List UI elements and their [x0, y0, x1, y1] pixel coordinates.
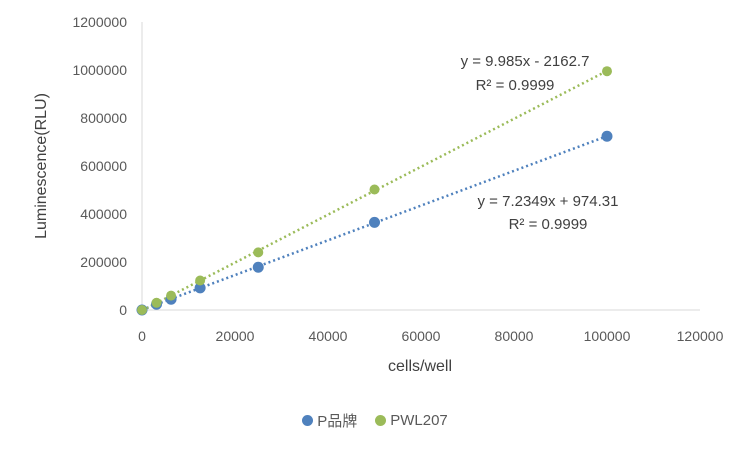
- x-tick-label: 60000: [402, 328, 441, 344]
- data-point-p-brand: [601, 130, 613, 142]
- legend-label-p-brand: P品牌: [317, 413, 358, 430]
- legend-item-p-brand[interactable]: P品牌: [302, 410, 357, 431]
- x-tick-label: 20000: [216, 328, 255, 344]
- x-tick-label: 100000: [584, 328, 631, 344]
- trendline-r2-pwl207: R² = 0.9999: [476, 77, 555, 94]
- data-point-p-brand: [252, 261, 264, 273]
- y-tick-label: 800000: [80, 110, 127, 126]
- x-tick-label: 120000: [677, 328, 724, 344]
- data-point-p-brand: [194, 282, 206, 294]
- data-point-pwl207: [137, 305, 147, 315]
- y-tick-label: 1000000: [72, 62, 127, 78]
- data-point-pwl207: [369, 184, 380, 195]
- data-point-pwl207: [253, 247, 264, 258]
- legend-item-pwl207[interactable]: PWL207: [375, 410, 448, 431]
- x-axis-title: cells/well: [388, 358, 452, 375]
- y-tick-label: 400000: [80, 206, 127, 222]
- trendline-equation-pwl207: y = 9.985x - 2162.7: [461, 53, 590, 70]
- y-tick-label: 200000: [80, 254, 127, 270]
- x-tick-label: 40000: [309, 328, 348, 344]
- legend-label-pwl207: PWL207: [390, 412, 448, 429]
- y-axis-title: Luminescence(RLU): [33, 93, 50, 239]
- y-tick-label: 1200000: [72, 14, 127, 30]
- data-point-pwl207: [195, 275, 206, 286]
- data-point-pwl207: [166, 290, 177, 301]
- data-points: [136, 66, 613, 316]
- data-point-p-brand: [369, 216, 380, 228]
- x-tick-label: 80000: [495, 328, 534, 344]
- legend-marker-p-brand: [302, 415, 314, 426]
- y-tick-label: 0: [119, 302, 127, 318]
- legend: P品牌 PWL207: [0, 410, 750, 431]
- legend-marker-pwl207: [375, 415, 387, 426]
- y-tick-labels: 0 200000 400000 600000 800000 1000000 1200000: [72, 14, 127, 318]
- trendline-r2-p-brand: R² = 0.9999: [509, 216, 588, 233]
- data-point-pwl207: [151, 297, 162, 308]
- trendline-equation-p-brand: y = 7.2349x + 974.31: [478, 193, 619, 210]
- data-point-pwl207: [602, 66, 612, 77]
- x-tick-labels: 0 20000 40000 60000 80000 100000 120000: [138, 328, 723, 344]
- x-tick-label: 0: [138, 328, 146, 344]
- y-tick-label: 600000: [80, 158, 127, 174]
